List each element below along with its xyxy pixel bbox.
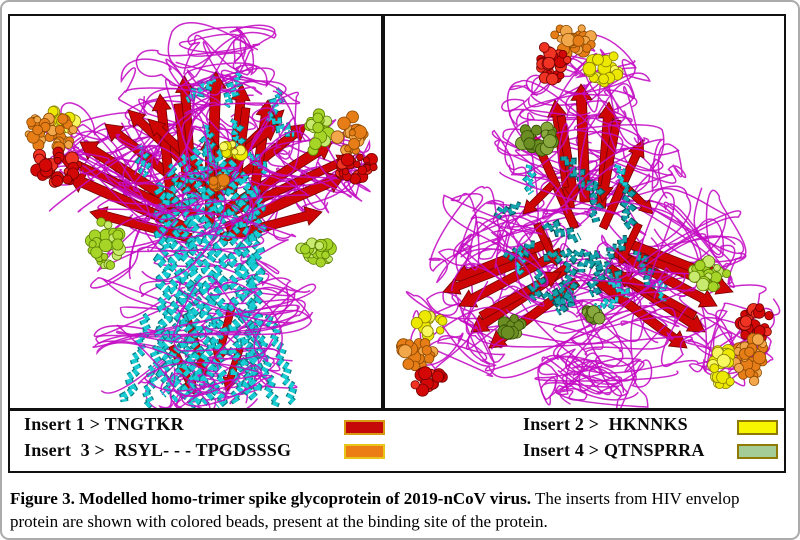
helix-layer [493,156,668,316]
legend-label-insert-4: Insert 4 > QTNSPRRA [523,440,705,460]
caption-bold-text: Figure 3. Modelled homo-trimer spike gly… [10,489,531,508]
spike-top-view-art [395,24,781,408]
legend-swatch-insert-3 [344,444,385,459]
legend-swatch-insert-1 [344,420,385,435]
legend-swatch-insert-2 [737,420,778,435]
bead-clusters-layer [24,105,378,270]
helix-layer [119,70,299,408]
spike-side-view-art [24,22,378,408]
legend-label-insert-1: Insert 1 > TNGTKR [24,414,184,434]
spike-side-view-panel [10,16,385,408]
legend-label-insert-2: Insert 2 > HKNNKS [523,414,688,434]
caption-rest-text: The inserts from HIV envelop protein are… [10,489,740,531]
legend-label-insert-3: Insert 3 > RSYL- - - TPGDSSSG [24,440,292,460]
spike-top-view-panel [385,16,784,408]
legend-swatch-insert-4 [737,444,778,459]
bead-clusters-layer [395,24,774,397]
insert-legend: Insert 1 > TNGTKR Insert 3 > RSYL- - - T… [10,408,784,471]
figure-caption: Figure 3. Modelled homo-trimer spike gly… [10,487,772,533]
figure-box: Insert 1 > TNGTKR Insert 3 > RSYL- - - T… [8,14,786,473]
magenta-loops-front-layer [48,26,371,408]
magenta-loops-front-layer [412,53,775,408]
